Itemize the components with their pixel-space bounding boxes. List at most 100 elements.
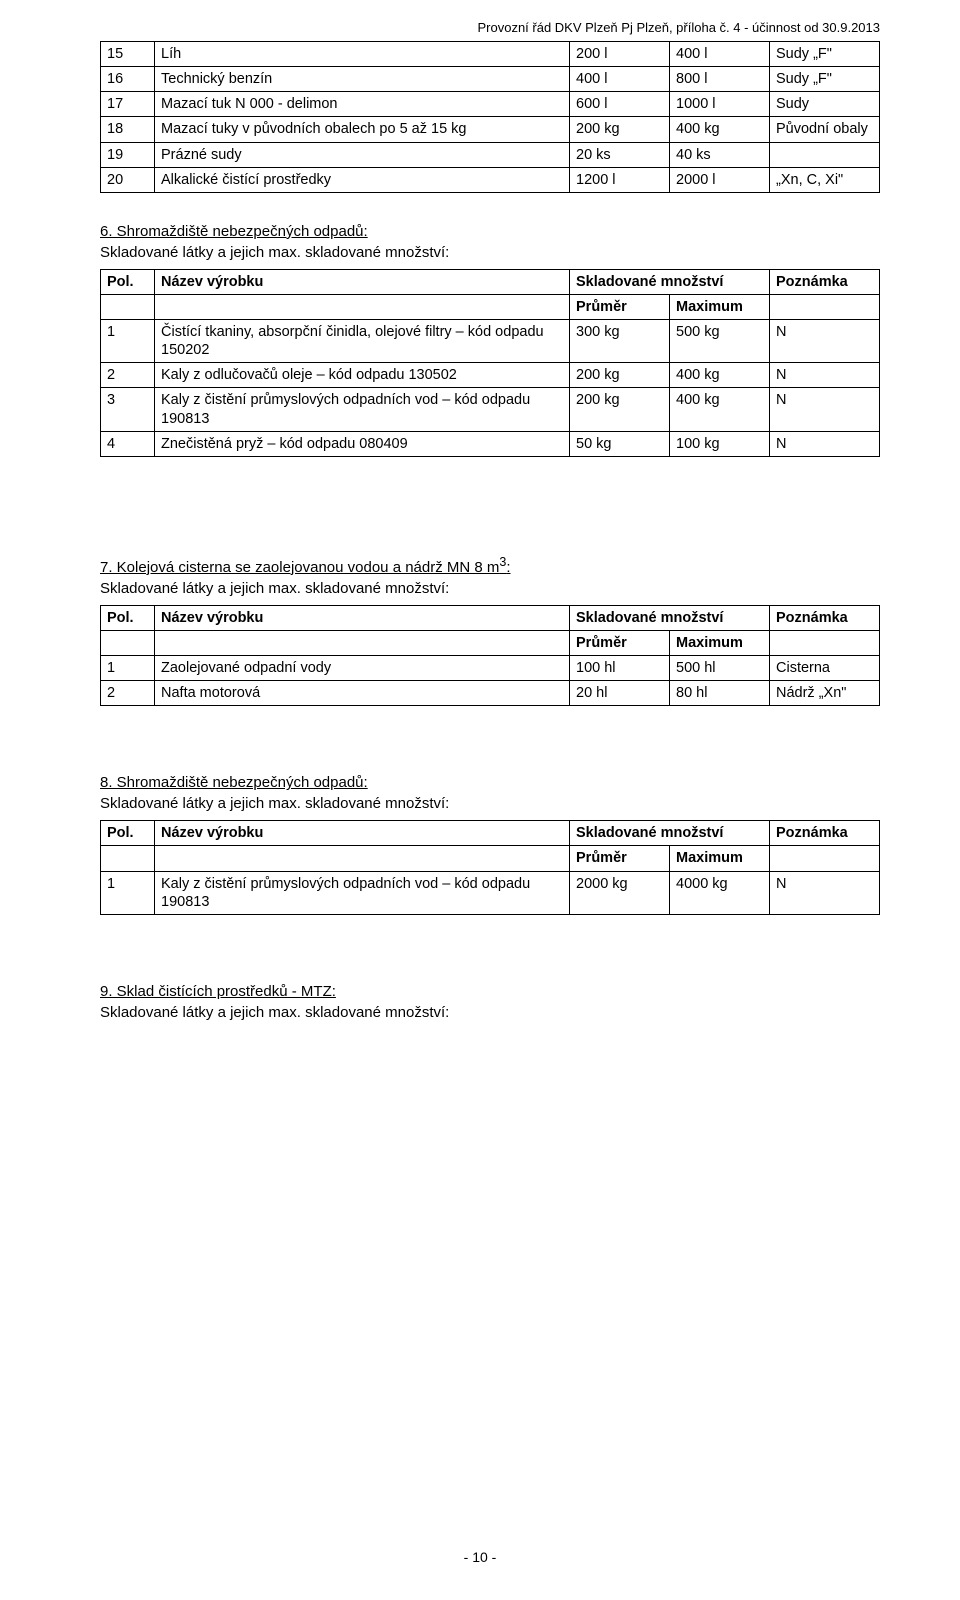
table-head-row: Pol. Název výrobku Skladované množství P… <box>101 821 880 846</box>
table-row: 4Znečistěná pryž – kód odpadu 08040950 k… <box>101 431 880 456</box>
table-cell: 20 ks <box>570 142 670 167</box>
page: Provozní řád DKV Plzeň Pj Plzeň, příloha… <box>0 0 960 1600</box>
table-cell: „Xn, C, Xi" <box>770 167 880 192</box>
table-row: 3Kaly z čistění průmyslových odpadních v… <box>101 388 880 431</box>
table-cell: N <box>770 431 880 456</box>
col-name: Název výrobku <box>155 269 570 294</box>
table-cell: 4 <box>101 431 155 456</box>
section8-table: Pol. Název výrobku Skladované množství P… <box>100 820 880 915</box>
col-c1: Průměr <box>570 630 670 655</box>
table-cell: Prázné sudy <box>155 142 570 167</box>
table-cell: 400 kg <box>670 363 770 388</box>
table-cell: 1200 l <box>570 167 670 192</box>
table-cell: Kaly z odlučovačů oleje – kód odpadu 130… <box>155 363 570 388</box>
table-head-row: Pol. Název výrobku Skladované množství P… <box>101 605 880 630</box>
table-cell: Líh <box>155 42 570 67</box>
top-table: 15Líh200 l400 lSudy „F"16Technický benzí… <box>100 41 880 193</box>
table-cell: Cisterna <box>770 656 880 681</box>
col-c2: Maximum <box>670 846 770 871</box>
table-cell: 15 <box>101 42 155 67</box>
table-subhead-row: Průměr Maximum <box>101 846 880 871</box>
col-group: Skladované množství <box>570 269 770 294</box>
blank <box>770 294 880 319</box>
table-head-row: Pol. Název výrobku Skladované množství P… <box>101 269 880 294</box>
page-footer: - 10 - <box>0 1549 960 1565</box>
table-cell: 80 hl <box>670 681 770 706</box>
table-cell: 2 <box>101 363 155 388</box>
table-cell: Zaolejované odpadní vody <box>155 656 570 681</box>
table-cell: Sudy „F" <box>770 42 880 67</box>
table-cell: 20 <box>101 167 155 192</box>
table-cell: Alkalické čistící prostředky <box>155 167 570 192</box>
col-note: Poznámka <box>770 821 880 846</box>
col-c1: Průměr <box>570 294 670 319</box>
section8-sub: Skladované látky a jejich max. skladovan… <box>100 795 880 812</box>
col-group: Skladované množství <box>570 605 770 630</box>
table-cell: 200 l <box>570 42 670 67</box>
table-cell: 200 kg <box>570 388 670 431</box>
table-cell: Nafta motorová <box>155 681 570 706</box>
col-pol: Pol. <box>101 821 155 846</box>
table-cell: 3 <box>101 388 155 431</box>
table-row: 1Kaly z čistění průmyslových odpadních v… <box>101 871 880 914</box>
blank <box>155 630 570 655</box>
section9-title: 9. Sklad čistících prostředků - MTZ: <box>100 983 880 1000</box>
table-cell: Mazací tuky v původních obalech po 5 až … <box>155 117 570 142</box>
table-cell: 200 kg <box>570 363 670 388</box>
table-row: 2Nafta motorová20 hl80 hlNádrž „Xn" <box>101 681 880 706</box>
table-cell: 200 kg <box>570 117 670 142</box>
table-row: 17Mazací tuk N 000 - delimon600 l1000 lS… <box>101 92 880 117</box>
table-cell: N <box>770 320 880 363</box>
col-name: Název výrobku <box>155 821 570 846</box>
col-note: Poznámka <box>770 269 880 294</box>
table-cell: N <box>770 388 880 431</box>
table-row: 1Zaolejované odpadní vody100 hl500 hlCis… <box>101 656 880 681</box>
col-pol: Pol. <box>101 269 155 294</box>
col-group: Skladované množství <box>570 821 770 846</box>
blank <box>770 846 880 871</box>
blank <box>101 630 155 655</box>
section6-sub: Skladované látky a jejich max. skladovan… <box>100 244 880 261</box>
section8-title: 8. Shromaždiště nebezpečných odpadů: <box>100 774 880 791</box>
table-cell: 400 l <box>670 42 770 67</box>
table-cell: 1 <box>101 656 155 681</box>
table-cell: Sudy <box>770 92 880 117</box>
blank <box>101 294 155 319</box>
blank <box>155 294 570 319</box>
table-cell: Čistící tkaniny, absorpční činidla, olej… <box>155 320 570 363</box>
table-cell: 100 kg <box>670 431 770 456</box>
table-cell: 17 <box>101 92 155 117</box>
table-row: 1Čistící tkaniny, absorpční činidla, ole… <box>101 320 880 363</box>
table-cell: 16 <box>101 67 155 92</box>
blank <box>770 630 880 655</box>
table-row: 20Alkalické čistící prostředky1200 l2000… <box>101 167 880 192</box>
section7-sub: Skladované látky a jejich max. skladovan… <box>100 580 880 597</box>
table-cell <box>770 142 880 167</box>
table-cell: 40 ks <box>670 142 770 167</box>
section7-title: 7. Kolejová cisterna se zaolejovanou vod… <box>100 555 880 576</box>
table-cell: Technický benzín <box>155 67 570 92</box>
table-subhead-row: Průměr Maximum <box>101 294 880 319</box>
table-cell: Nádrž „Xn" <box>770 681 880 706</box>
table-cell: N <box>770 871 880 914</box>
table-cell: 1 <box>101 320 155 363</box>
table-cell: Původní obaly <box>770 117 880 142</box>
col-name: Název výrobku <box>155 605 570 630</box>
table-cell: 500 hl <box>670 656 770 681</box>
table-cell: 1 <box>101 871 155 914</box>
blank <box>155 846 570 871</box>
table-cell: Sudy „F" <box>770 67 880 92</box>
col-note: Poznámka <box>770 605 880 630</box>
table-cell: Kaly z čistění průmyslových odpadních vo… <box>155 388 570 431</box>
table-cell: N <box>770 363 880 388</box>
table-cell: 400 kg <box>670 117 770 142</box>
table-cell: Mazací tuk N 000 - delimon <box>155 92 570 117</box>
table-cell: 18 <box>101 117 155 142</box>
table-cell: 2 <box>101 681 155 706</box>
table-cell: 300 kg <box>570 320 670 363</box>
table-cell: 600 l <box>570 92 670 117</box>
section7-table: Pol. Název výrobku Skladované množství P… <box>100 605 880 707</box>
table-cell: 400 l <box>570 67 670 92</box>
table-cell: 100 hl <box>570 656 670 681</box>
table-cell: Kaly z čistění průmyslových odpadních vo… <box>155 871 570 914</box>
